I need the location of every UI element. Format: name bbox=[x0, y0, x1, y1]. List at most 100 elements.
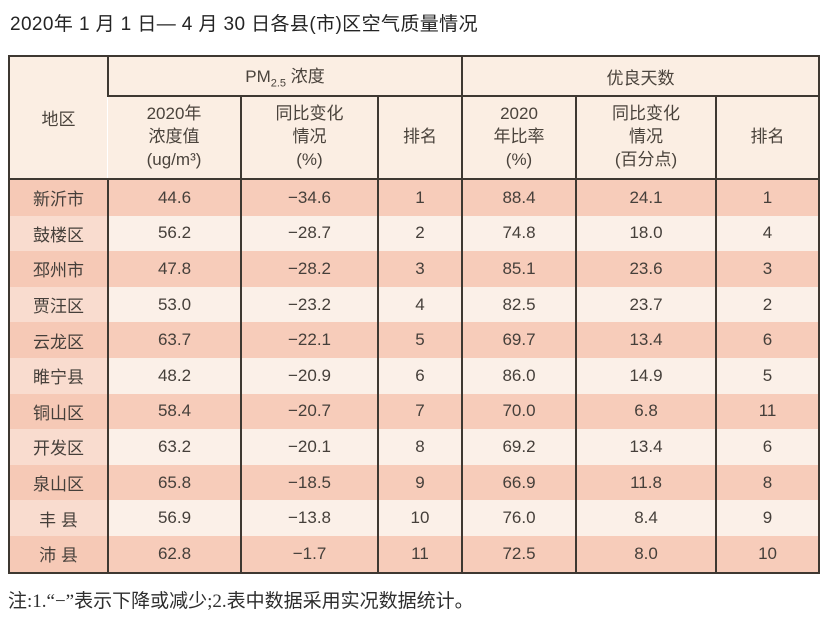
value-cell: 10 bbox=[376, 500, 463, 536]
value-cell: 10 bbox=[715, 535, 820, 573]
value-cell: 13.4 bbox=[575, 322, 717, 358]
region-cell: 贾汪区 bbox=[9, 286, 108, 323]
value-cell: 1 bbox=[376, 179, 463, 216]
value-cell: 63.2 bbox=[107, 429, 241, 465]
region-cell: 云龙区 bbox=[9, 322, 108, 358]
region-cell: 睢宁县 bbox=[9, 357, 108, 394]
value-cell: −20.7 bbox=[240, 393, 378, 430]
value-cell: 13.4 bbox=[575, 429, 717, 465]
value-cell: 8.4 bbox=[575, 500, 717, 536]
value-cell: 11.8 bbox=[575, 464, 717, 501]
value-cell: 47.8 bbox=[107, 251, 241, 287]
table-row: 邳州市 47.8 −28.2 3 85.1 23.6 3 bbox=[9, 251, 820, 287]
value-cell: 66.9 bbox=[461, 464, 577, 501]
table-row: 沛 县 62.8 −1.7 11 72.5 8.0 10 bbox=[9, 535, 820, 573]
value-cell: −28.2 bbox=[240, 251, 378, 287]
value-cell: 62.8 bbox=[107, 535, 241, 573]
header-region: 地区 bbox=[9, 56, 108, 180]
value-cell: −22.1 bbox=[240, 322, 378, 358]
header-sub-row: 2020年 浓度值 (ug/m³) 同比变化 情况 (%) 排名 2020 年比… bbox=[9, 96, 820, 180]
value-cell: 3 bbox=[376, 251, 463, 287]
value-cell: 9 bbox=[376, 464, 463, 501]
value-cell: 7 bbox=[376, 393, 463, 430]
value-cell: −1.7 bbox=[240, 535, 378, 573]
table-row: 铜山区 58.4 −20.7 7 70.0 6.8 11 bbox=[9, 393, 820, 430]
region-cell: 开发区 bbox=[9, 429, 108, 465]
value-cell: 23.6 bbox=[575, 251, 717, 287]
value-cell: 65.8 bbox=[107, 464, 241, 501]
value-cell: 72.5 bbox=[461, 535, 577, 573]
value-cell: 23.7 bbox=[575, 286, 717, 323]
value-cell: 11 bbox=[376, 535, 463, 573]
table-row: 新沂市 44.6 −34.6 1 88.4 24.1 1 bbox=[9, 179, 820, 216]
value-cell: 5 bbox=[376, 322, 463, 358]
table-row: 鼓楼区 56.2 −28.7 2 74.8 18.0 4 bbox=[9, 215, 820, 252]
value-cell: 58.4 bbox=[107, 393, 241, 430]
header-group-row: 地区 PM2.5 浓度 优良天数 bbox=[9, 56, 820, 180]
value-cell: 1 bbox=[715, 179, 820, 216]
value-cell: −28.7 bbox=[240, 215, 378, 252]
value-cell: −13.8 bbox=[240, 500, 378, 536]
header-group-good-days: 优良天数 bbox=[461, 56, 820, 97]
header-pm25-change: 同比变化 情况 (%) bbox=[240, 96, 378, 180]
value-cell: 9 bbox=[715, 500, 820, 536]
table-body: 新沂市 44.6 −34.6 1 88.4 24.1 1 鼓楼区 56.2 −28.7 2 74.8 1… bbox=[9, 179, 820, 573]
value-cell: −20.9 bbox=[240, 357, 378, 394]
header-group-pm25: PM2.5 浓度 bbox=[106, 56, 463, 97]
value-cell: 4 bbox=[715, 215, 820, 252]
table-row: 开发区 63.2 −20.1 8 69.2 13.4 6 bbox=[9, 429, 820, 465]
value-cell: 69.7 bbox=[461, 322, 577, 358]
value-cell: 69.2 bbox=[461, 429, 577, 465]
value-cell: 8 bbox=[376, 429, 463, 465]
table-row: 云龙区 63.7 −22.1 5 69.7 13.4 6 bbox=[9, 322, 820, 358]
value-cell: 2 bbox=[715, 286, 820, 323]
table-row: 丰 县 56.9 −13.8 10 76.0 8.4 9 bbox=[9, 500, 820, 536]
value-cell: 6 bbox=[715, 429, 820, 465]
region-cell: 泉山区 bbox=[9, 464, 108, 501]
region-cell: 邳州市 bbox=[9, 251, 108, 287]
header-pm25-value: 2020年 浓度值 (ug/m³) bbox=[108, 96, 241, 180]
table-header: 地区 PM2.5 浓度 优良天数 2020年 浓度值 (ug/m³) 同比变化 … bbox=[9, 56, 820, 180]
region-cell: 丰 县 bbox=[9, 500, 108, 536]
value-cell: −18.5 bbox=[240, 464, 378, 501]
value-cell: 14.9 bbox=[575, 357, 717, 394]
value-cell: 63.7 bbox=[107, 322, 241, 358]
value-cell: 4 bbox=[376, 286, 463, 323]
value-cell: 82.5 bbox=[461, 286, 577, 323]
value-cell: 2 bbox=[376, 215, 463, 252]
page-title: 2020年 1 月 1 日— 4 月 30 日各县(市)区空气质量情况 bbox=[10, 14, 478, 35]
pm25-subscript: 2.5 bbox=[270, 77, 287, 90]
value-cell: 5 bbox=[715, 357, 820, 394]
header-days-rate: 2020 年比率 (%) bbox=[461, 96, 577, 180]
region-cell: 沛 县 bbox=[9, 535, 108, 573]
value-cell: 85.1 bbox=[461, 251, 577, 287]
region-cell: 铜山区 bbox=[9, 393, 108, 430]
table-row: 泉山区 65.8 −18.5 9 66.9 11.8 8 bbox=[9, 464, 820, 501]
value-cell: −20.1 bbox=[240, 429, 378, 465]
value-cell: 74.8 bbox=[461, 215, 577, 252]
air-quality-table: 地区 PM2.5 浓度 优良天数 2020年 浓度值 (ug/m³) 同比变化 … bbox=[8, 55, 821, 574]
value-cell: −23.2 bbox=[240, 286, 378, 323]
value-cell: 56.9 bbox=[107, 500, 241, 536]
value-cell: 56.2 bbox=[107, 215, 241, 252]
value-cell: 18.0 bbox=[575, 215, 717, 252]
header-days-change: 同比变化 情况 (百分点) bbox=[575, 96, 717, 180]
value-cell: 70.0 bbox=[461, 393, 577, 430]
value-cell: 3 bbox=[715, 251, 820, 287]
value-cell: 76.0 bbox=[461, 500, 577, 536]
value-cell: 11 bbox=[715, 393, 820, 430]
value-cell: 86.0 bbox=[461, 357, 577, 394]
header-days-rank: 排名 bbox=[715, 96, 820, 180]
table-row: 睢宁县 48.2 −20.9 6 86.0 14.9 5 bbox=[9, 357, 820, 394]
value-cell: 53.0 bbox=[107, 286, 241, 323]
value-cell: 24.1 bbox=[575, 179, 717, 216]
table-row: 贾汪区 53.0 −23.2 4 82.5 23.7 2 bbox=[9, 286, 820, 323]
value-cell: −34.6 bbox=[240, 179, 378, 216]
value-cell: 44.6 bbox=[107, 179, 241, 216]
footnote: 注:1.“−”表示下降或减少;2.表中数据采用实况数据统计。 bbox=[8, 591, 474, 612]
value-cell: 8 bbox=[715, 464, 820, 501]
header-pm25-rank: 排名 bbox=[376, 96, 463, 180]
value-cell: 88.4 bbox=[461, 179, 577, 216]
value-cell: 6 bbox=[376, 357, 463, 394]
value-cell: 48.2 bbox=[107, 357, 241, 394]
